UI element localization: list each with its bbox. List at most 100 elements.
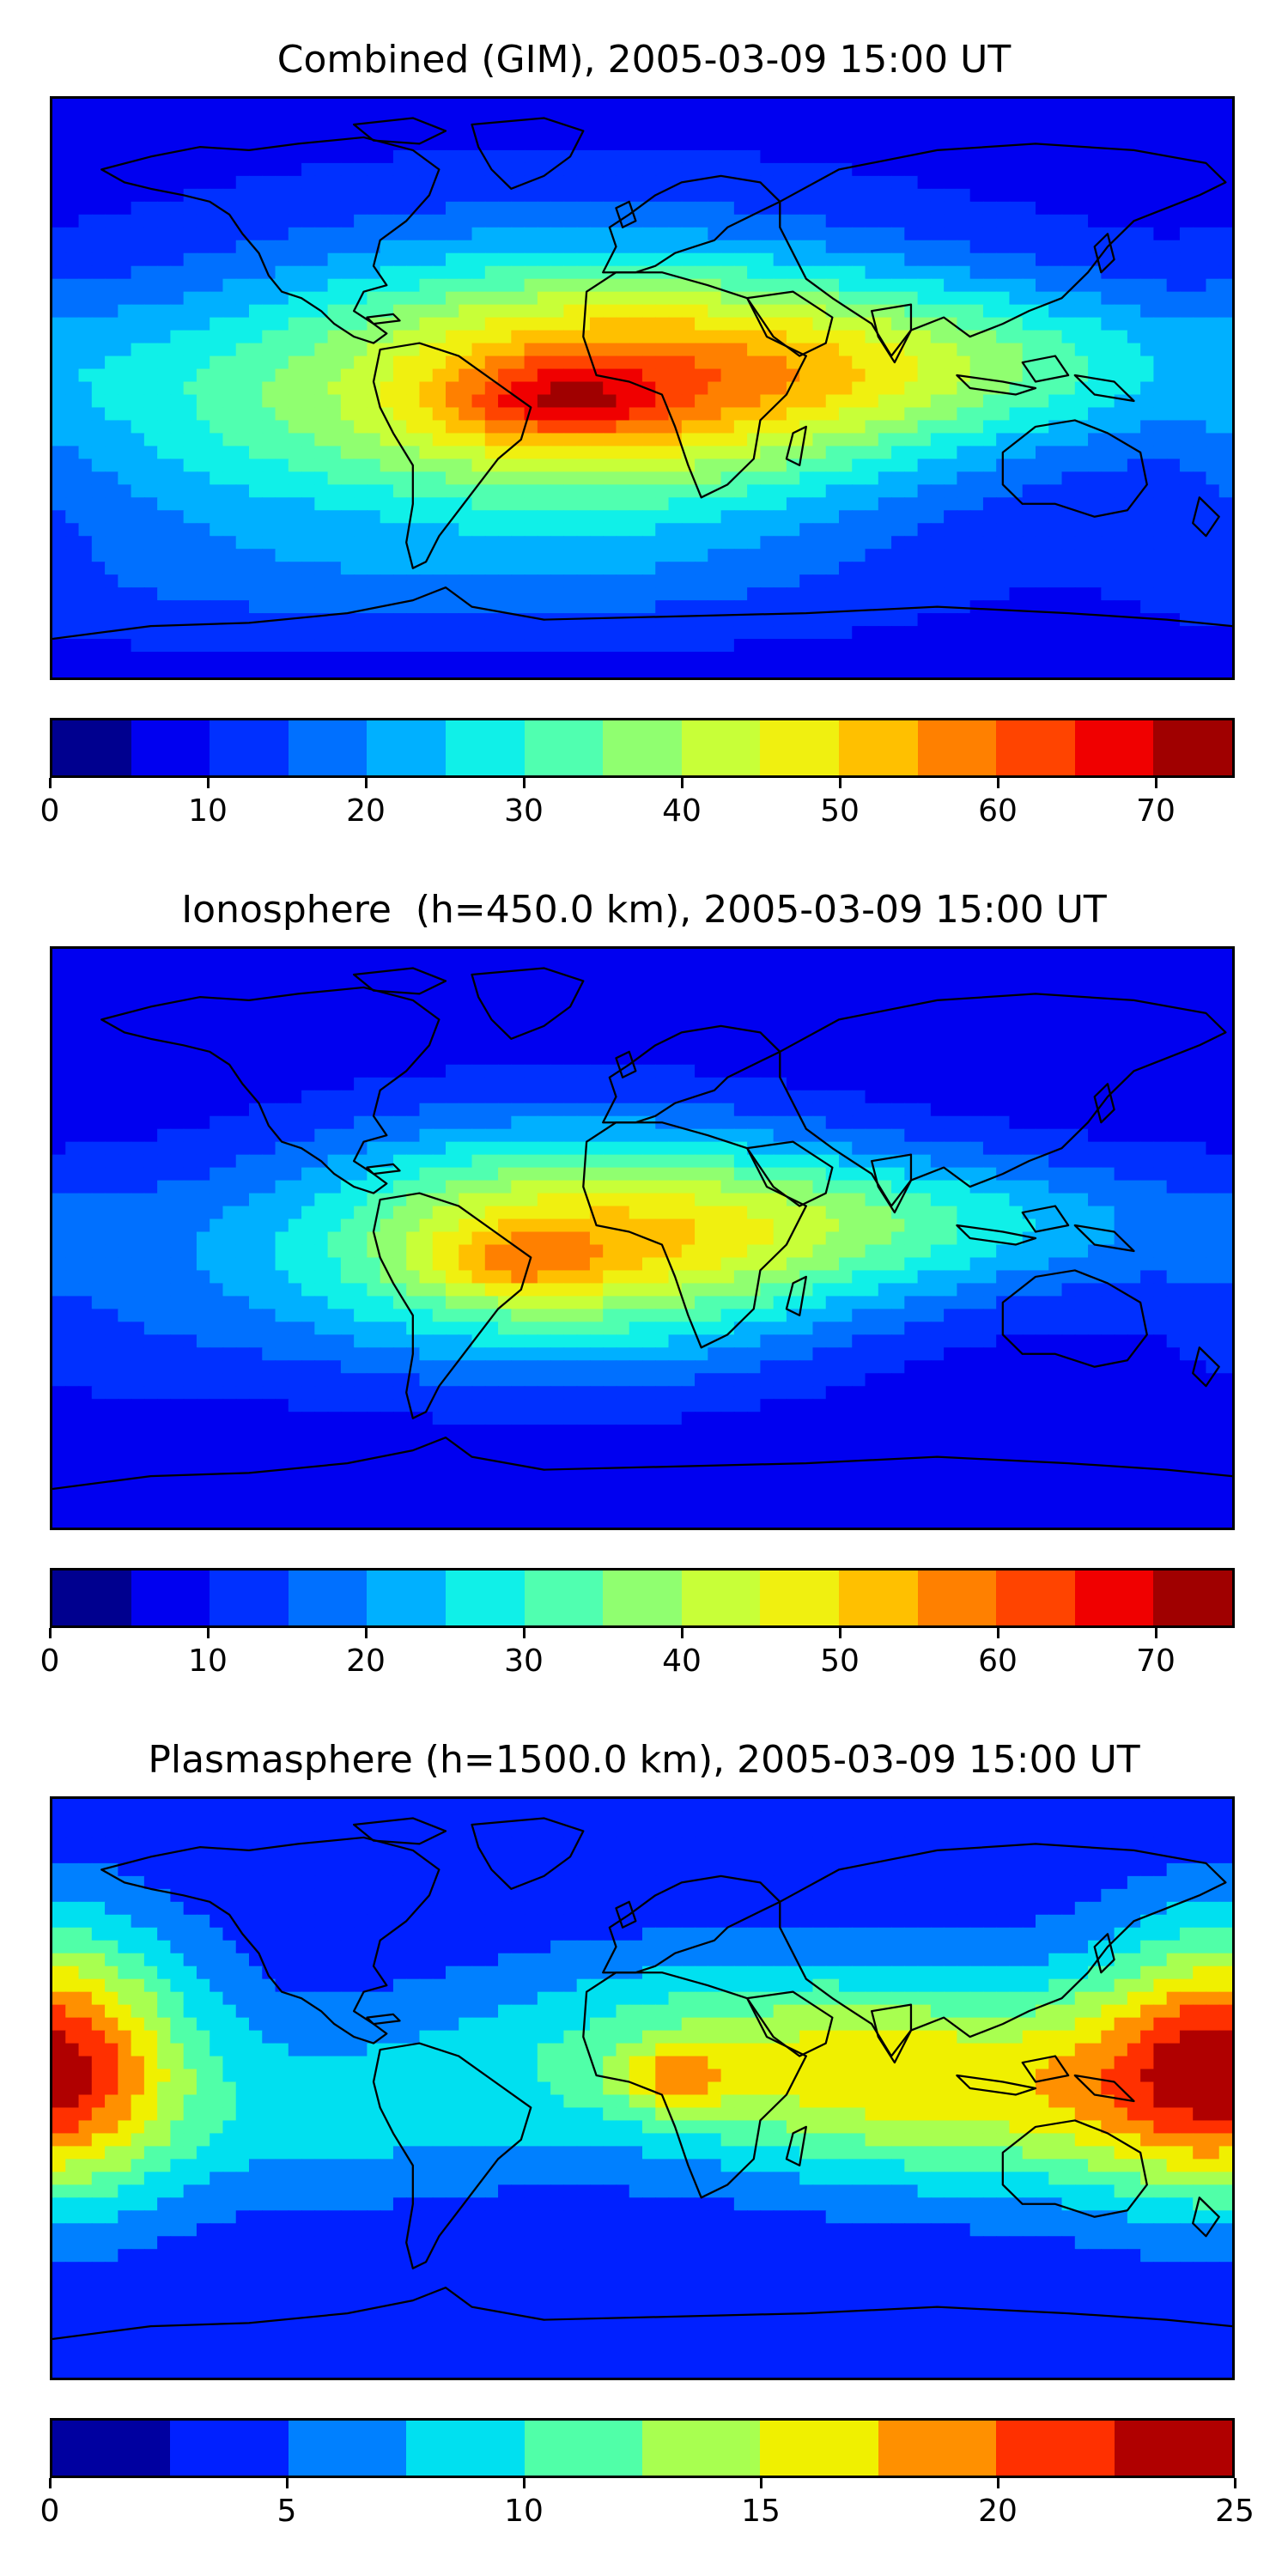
field-cell <box>327 291 342 306</box>
field-cell <box>249 162 264 177</box>
field-cell <box>852 330 866 344</box>
field-cell <box>1009 278 1024 293</box>
field-cell <box>550 188 565 203</box>
field-cell <box>944 252 958 267</box>
field-cell <box>799 214 814 228</box>
field-cell <box>484 304 499 319</box>
field-cell <box>563 407 578 422</box>
field-cell <box>1140 317 1155 331</box>
field-cell <box>616 278 630 293</box>
field-cell <box>891 111 906 125</box>
field-cell <box>563 317 578 331</box>
field-cell <box>498 214 513 228</box>
field-cell <box>105 201 119 216</box>
field-cell <box>1088 227 1103 241</box>
field-cell <box>996 175 1011 190</box>
field-cell <box>1074 149 1089 164</box>
field-cell <box>1127 265 1141 280</box>
field-cell <box>52 201 67 216</box>
field-cell <box>603 175 617 190</box>
field-cell <box>105 124 119 138</box>
field-cell <box>65 214 80 228</box>
field-cell <box>695 355 709 370</box>
field-cell <box>131 111 145 125</box>
field-cell <box>1022 343 1036 357</box>
field-cell <box>969 394 984 409</box>
field-cell <box>852 355 866 370</box>
colorbar-segment <box>1153 720 1232 775</box>
field-cell <box>78 111 93 125</box>
field-cell <box>1009 407 1024 422</box>
field-cell <box>786 407 800 422</box>
field-cell <box>105 368 119 383</box>
field-cell <box>459 407 473 422</box>
field-cell <box>1206 240 1220 254</box>
field-cell <box>131 252 145 267</box>
field-cell <box>642 291 657 306</box>
field-cell <box>157 407 172 422</box>
field-cell <box>655 291 670 306</box>
field-cell <box>1101 304 1115 319</box>
field-cell <box>589 99 604 112</box>
field-cell <box>432 99 447 112</box>
field-cell <box>786 214 800 228</box>
field-cell <box>550 265 565 280</box>
field-cell <box>1193 407 1207 422</box>
field-cell <box>1140 111 1155 125</box>
field-cell <box>65 330 80 344</box>
field-cell <box>1127 304 1141 319</box>
field-cell <box>275 368 289 383</box>
field-cell <box>105 330 119 344</box>
field-cell <box>275 124 289 138</box>
field-cell <box>668 149 683 164</box>
field-cell <box>262 355 276 370</box>
field-cell <box>340 330 355 344</box>
field-cell <box>262 111 276 125</box>
field-cell <box>157 394 172 409</box>
field-cell <box>354 381 368 396</box>
field-cell <box>288 278 302 293</box>
field-cell <box>773 381 787 396</box>
field-cell <box>537 355 551 370</box>
field-cell <box>589 407 604 422</box>
field-cell <box>1218 162 1232 177</box>
field-cell <box>878 214 892 228</box>
field-cell <box>524 188 538 203</box>
field-cell <box>786 227 800 241</box>
field-cell <box>773 240 787 254</box>
field-cell <box>314 420 329 434</box>
field-cell <box>459 240 473 254</box>
field-cell <box>340 124 355 138</box>
field-cell <box>196 201 210 216</box>
field-cell <box>1193 317 1207 331</box>
field-cell <box>183 149 197 164</box>
field-cell <box>733 111 748 125</box>
field-cell <box>576 407 591 422</box>
panel-title: Combined (GIM), 2005-03-09 15:00 UT <box>276 38 1012 82</box>
field-cell <box>91 355 106 370</box>
field-cell <box>642 330 657 344</box>
field-cell <box>1022 149 1036 164</box>
field-cell <box>1193 227 1207 241</box>
field-cell <box>891 175 906 190</box>
field-cell <box>157 137 172 151</box>
field-cell <box>773 149 787 164</box>
field-cell <box>65 317 80 331</box>
field-cell <box>917 137 932 151</box>
field-cell <box>222 291 237 306</box>
field-cell <box>982 252 997 267</box>
field-cell <box>563 188 578 203</box>
field-cell <box>839 291 854 306</box>
field-cell <box>1166 278 1181 293</box>
field-cell <box>1074 394 1089 409</box>
field-cell <box>930 265 945 280</box>
field-cell <box>695 99 709 112</box>
field-cell <box>183 99 197 112</box>
field-cell <box>720 278 735 293</box>
field-cell <box>118 304 132 319</box>
field-cell <box>642 317 657 331</box>
field-cell <box>367 265 381 280</box>
field-cell <box>1166 394 1181 409</box>
field-cell <box>708 201 722 216</box>
field-cell <box>1218 394 1232 409</box>
